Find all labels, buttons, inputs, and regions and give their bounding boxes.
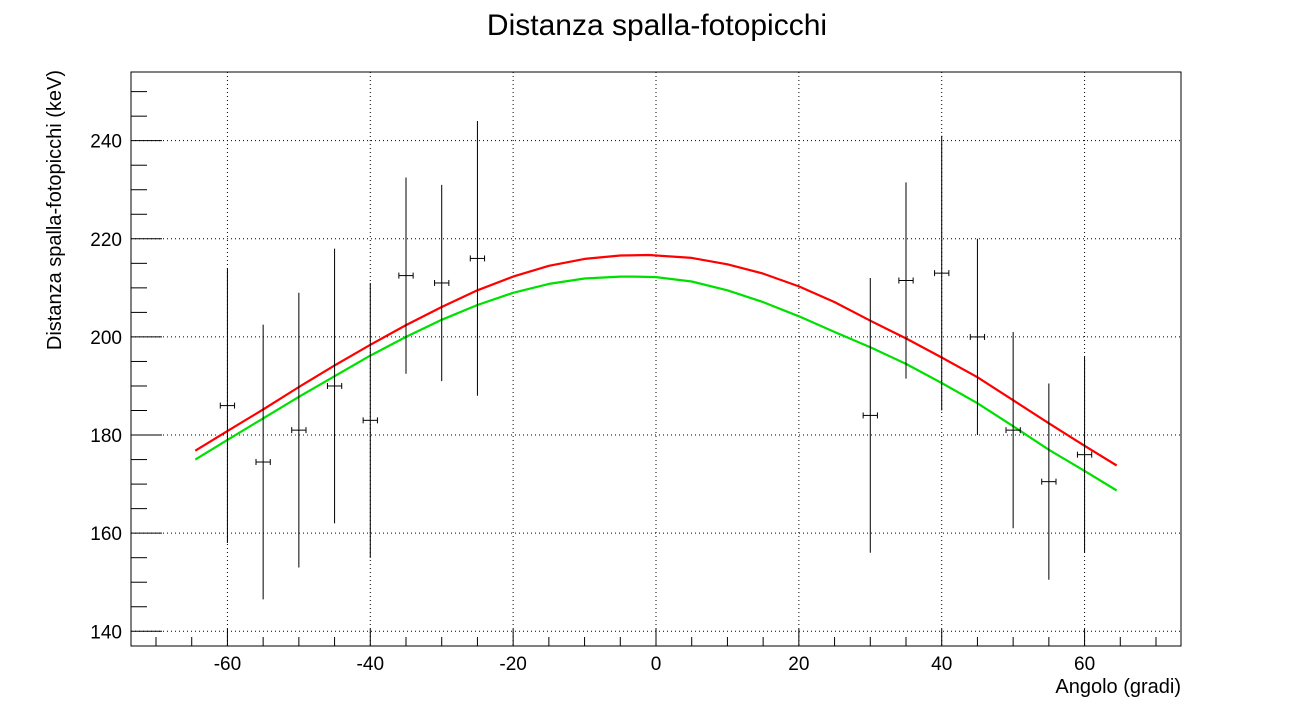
data-point bbox=[934, 135, 950, 411]
plot-frame bbox=[130, 71, 1182, 647]
data-point bbox=[898, 182, 914, 379]
chart-title: Distanza spalla-fotopicchi bbox=[487, 9, 827, 42]
x-tick-label: 0 bbox=[651, 654, 662, 675]
x-tick-label: 60 bbox=[1074, 654, 1095, 675]
x-tick-label: 20 bbox=[788, 654, 809, 675]
data-points bbox=[219, 121, 1093, 600]
x-tick-label: -60 bbox=[214, 654, 241, 675]
data-point bbox=[398, 177, 414, 374]
data-point bbox=[1005, 332, 1021, 529]
x-axis-label: Angolo (gradi) bbox=[1055, 676, 1181, 698]
data-point bbox=[434, 184, 450, 382]
y-tick-label: 200 bbox=[90, 328, 122, 349]
curves bbox=[194, 253, 1118, 492]
data-point bbox=[969, 238, 986, 436]
data-point bbox=[1076, 356, 1093, 553]
fit-curve-1 bbox=[194, 253, 1118, 467]
y-tick-label: 220 bbox=[90, 230, 122, 251]
x-tick-label: -20 bbox=[499, 654, 526, 675]
y-tick-label: 140 bbox=[90, 622, 122, 643]
x-tick-label: -40 bbox=[357, 654, 384, 675]
data-point bbox=[469, 121, 486, 396]
y-tick-label: 240 bbox=[90, 132, 122, 153]
data-point bbox=[1041, 383, 1057, 580]
y-tick-label: 160 bbox=[90, 524, 122, 545]
x-tick-label: 40 bbox=[931, 654, 952, 675]
axes: -60 -40 -20 0 20 40 60 140 160 180 200 220 240 bbox=[90, 71, 1182, 675]
data-point bbox=[862, 278, 878, 553]
data-point bbox=[362, 282, 378, 558]
data-point bbox=[291, 292, 307, 568]
y-axis-label: Distanza spalla-fotopicchi (keV) bbox=[44, 70, 66, 350]
data-point bbox=[255, 324, 271, 600]
grid bbox=[131, 72, 1181, 646]
fit-curve-2 bbox=[194, 275, 1118, 492]
y-tick-label: 180 bbox=[90, 426, 122, 447]
data-point bbox=[326, 248, 343, 524]
data-point bbox=[219, 268, 236, 543]
